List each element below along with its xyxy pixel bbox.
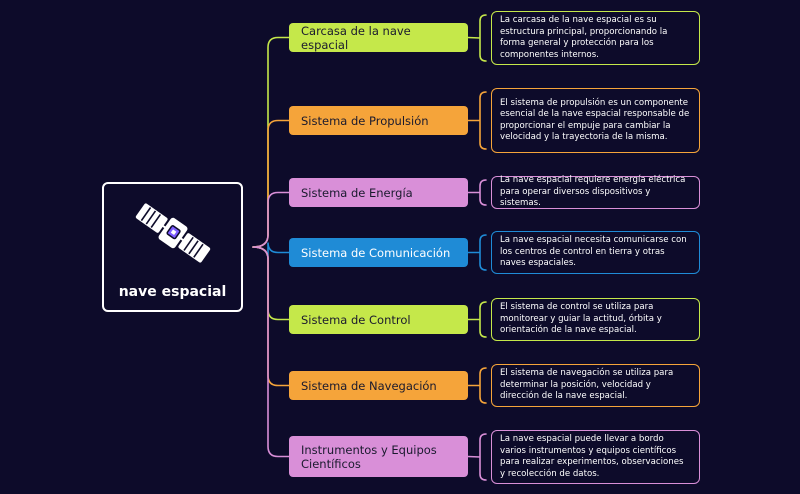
description-instrumentos: La nave espacial puede llevar a bordo va… [491, 430, 700, 484]
satellite-icon [135, 203, 211, 263]
branch-connector [252, 246, 290, 321]
description-propulsion: El sistema de propulsión es un component… [491, 88, 700, 153]
topic-label: Sistema de Propulsión [301, 113, 429, 128]
topic-energia[interactable]: Sistema de Energía [289, 178, 468, 207]
description-navegacion: El sistema de navegación se utiliza para… [491, 364, 700, 407]
branch-connector [252, 246, 290, 458]
topic-label: Sistema de Energía [301, 185, 413, 200]
topic-label: Instrumentos y Equipos Científicos [301, 442, 437, 471]
topic-navegacion[interactable]: Sistema de Navegación [289, 371, 468, 400]
description-connector [467, 433, 487, 481]
topic-instrumentos[interactable]: Instrumentos y Equipos Científicos [289, 436, 468, 477]
description-energia: La nave espacial requiere energía eléctr… [491, 175, 700, 209]
topic-carcasa[interactable]: Carcasa de la nave espacial [289, 23, 468, 52]
topic-label: Sistema de Navegación [301, 378, 437, 393]
description-comunicacion: La nave espacial necesita comunicarse co… [491, 231, 700, 274]
branch-connector [252, 246, 290, 387]
topic-label: Sistema de Control [301, 312, 411, 327]
root-label: nave espacial [118, 284, 227, 300]
branch-connector [252, 242, 290, 260]
branch-connector [252, 191, 290, 248]
description-connector [467, 301, 487, 338]
description-connector [467, 179, 487, 206]
branch-connector [252, 36, 290, 248]
topic-comunicacion[interactable]: Sistema de Comunicación [289, 238, 468, 267]
topic-propulsion[interactable]: Sistema de Propulsión [289, 106, 468, 135]
description-connector [467, 234, 487, 271]
branch-connector [252, 119, 290, 248]
topic-label: Sistema de Comunicación [301, 245, 451, 260]
description-connector [467, 14, 487, 62]
description-connector [467, 367, 487, 404]
description-carcasa: La carcasa de la nave espacial es su est… [491, 11, 700, 65]
description-control: El sistema de control se utiliza para mo… [491, 298, 700, 341]
topic-label: Carcasa de la nave espacial [301, 23, 411, 52]
description-connector [467, 91, 487, 150]
root-node[interactable]: nave espacial [102, 182, 243, 312]
topic-control[interactable]: Sistema de Control [289, 305, 468, 334]
